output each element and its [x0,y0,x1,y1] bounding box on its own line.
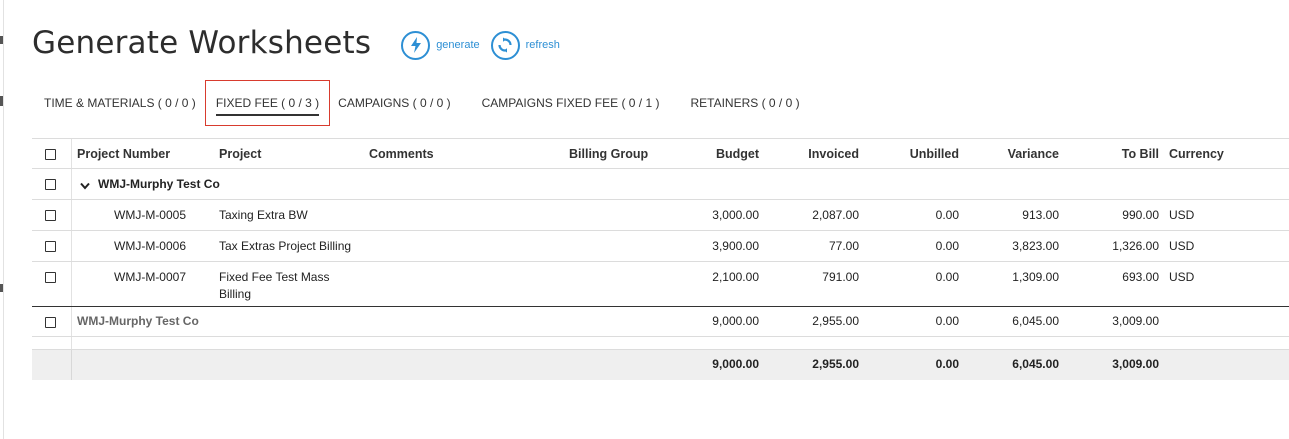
table-row: WMJ-M-0007 Fixed Fee Test Mass Billing 2… [32,262,1289,307]
page-title: Generate Worksheets [32,25,372,61]
subtotal-unbilled: 0.00 [935,314,959,328]
subtotal-variance: 6,045.00 [1012,314,1059,328]
row-checkbox[interactable] [45,210,56,221]
tab-time-materials[interactable]: TIME & MATERIALS ( 0 / 0 ) [44,96,196,110]
subtotal-invoiced: 2,955.00 [812,314,859,328]
currency-value: USD [1169,270,1195,284]
total-unbilled: 0.00 [935,357,959,371]
header-actions: generate refresh [401,30,571,60]
variance-value: 3,823.00 [1012,239,1059,253]
worksheet-grid: Project Number Project Comments Billing … [32,138,1289,380]
col-budget[interactable]: Budget [715,147,759,161]
col-invoiced[interactable]: Invoiced [808,147,859,161]
row-checkbox[interactable] [45,241,56,252]
group-checkbox[interactable] [45,179,56,190]
table-row: WMJ-M-0006 Tax Extras Project Billing 3,… [32,231,1289,262]
tab-fixed-fee[interactable]: FIXED FEE ( 0 / 3 ) [204,80,331,126]
generate-button[interactable]: generate [401,30,480,60]
total-variance: 6,045.00 [1012,357,1059,371]
group-name: WMJ-Murphy Test Co [98,177,220,191]
refresh-button[interactable]: refresh [490,30,560,60]
col-variance[interactable]: Variance [1007,147,1059,161]
to-bill-value: 990.00 [1122,208,1159,222]
strip-marker [0,96,3,106]
select-all-checkbox[interactable] [45,149,56,160]
tab-campaigns-fixed-fee[interactable]: CAMPAIGNS FIXED FEE ( 0 / 1 ) [481,96,660,110]
group-row: WMJ-Murphy Test Co [32,169,1289,200]
to-bill-value: 1,326.00 [1112,239,1159,253]
table-header-row: Project Number Project Comments Billing … [32,138,1289,169]
col-project-number[interactable]: Project Number [77,147,171,161]
project-number: WMJ-M-0005 [114,208,187,222]
left-edge-strip [0,0,4,439]
invoiced-value: 791.00 [822,270,859,284]
variance-value: 1,309.00 [1012,270,1059,284]
currency-value: USD [1169,208,1195,222]
unbilled-value: 0.00 [935,239,959,253]
subtotal-checkbox[interactable] [45,317,56,328]
subtotal-row: WMJ-Murphy Test Co 9,000.00 2,955.00 0.0… [32,307,1289,337]
project-name-line-2: Billing [219,287,252,301]
active-tab-underline [215,114,320,116]
unbilled-value: 0.00 [935,270,959,284]
project-name: Taxing Extra BW [219,208,308,222]
col-to-bill[interactable]: To Bill [1121,147,1159,161]
tab-campaigns[interactable]: CAMPAIGNS ( 0 / 0 ) [338,96,451,110]
refresh-icon [490,30,520,60]
budget-value: 3,000.00 [712,208,759,222]
generate-label: generate [436,39,480,51]
strip-marker [0,36,3,44]
total-budget: 9,000.00 [712,357,759,371]
col-project[interactable]: Project [219,147,262,161]
tab-retainers[interactable]: RETAINERS ( 0 / 0 ) [690,96,800,110]
total-invoiced: 2,955.00 [812,357,859,371]
col-currency[interactable]: Currency [1169,147,1224,161]
currency-value: USD [1169,239,1195,253]
project-number: WMJ-M-0007 [114,270,187,284]
grand-total-row: 9,000.00 2,955.00 0.00 6,045.00 3,009.00 [32,350,1289,380]
project-name: Tax Extras Project Billing [219,239,352,253]
subtotal-budget: 9,000.00 [712,314,759,328]
page-header: Generate Worksheets generate refresh [32,18,571,68]
col-comments[interactable]: Comments [369,147,434,161]
unbilled-value: 0.00 [935,208,959,222]
project-name-line-1: Fixed Fee Test Mass [219,270,330,284]
total-to-bill: 3,009.00 [1112,357,1159,371]
subtotal-to-bill: 3,009.00 [1112,314,1159,328]
to-bill-value: 693.00 [1122,270,1159,284]
invoiced-value: 2,087.00 [812,208,859,222]
table-row: WMJ-M-0005 Taxing Extra BW 3,000.00 2,08… [32,200,1289,231]
grid-spacer [32,337,1289,350]
strip-marker [0,284,3,292]
project-number: WMJ-M-0006 [114,239,187,253]
budget-value: 3,900.00 [712,239,759,253]
subtotal-label: WMJ-Murphy Test Co [77,314,199,328]
col-billing-group[interactable]: Billing Group [569,147,649,161]
chevron-down-icon[interactable] [80,179,90,193]
col-unbilled[interactable]: Unbilled [909,147,959,161]
invoiced-value: 77.00 [828,239,859,253]
refresh-label: refresh [525,39,560,51]
bolt-icon [401,30,431,60]
row-checkbox[interactable] [45,272,56,283]
variance-value: 913.00 [1022,208,1059,222]
worksheet-tabs: TIME & MATERIALS ( 0 / 0 ) FIXED FEE ( 0… [32,80,800,126]
budget-value: 2,100.00 [712,270,759,284]
